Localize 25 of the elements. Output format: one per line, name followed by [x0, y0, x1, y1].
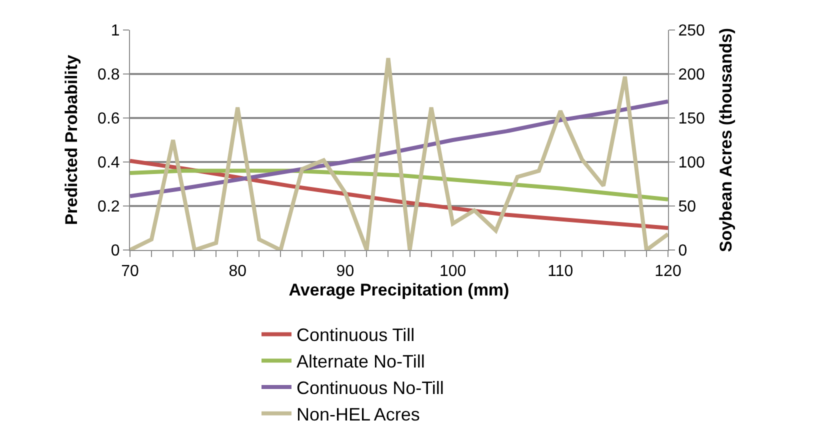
legend-label: Alternate No-Till: [296, 352, 425, 372]
y-tick-label: 0: [110, 242, 120, 260]
x-tick-label: 120: [654, 263, 682, 280]
x-axis-title: Average Precipitation (mm): [288, 280, 510, 300]
y2-tick-label: 200: [678, 66, 705, 84]
y-tick-label: 0.2: [98, 198, 120, 216]
y-tick-label: 0.6: [98, 110, 120, 128]
y2-tick-label: 0: [678, 242, 688, 260]
y2-tick-label: 150: [678, 110, 705, 128]
y-tick-label: 0.4: [98, 154, 120, 172]
y-tick-label: 0.8: [98, 66, 120, 84]
y-axis-title: Predicted Probability: [62, 54, 82, 226]
legend-label: Continuous No-Till: [296, 378, 444, 398]
x-tick-label: 80: [228, 263, 247, 280]
x-tick-label: 90: [336, 263, 354, 280]
y2-axis-title: Soybean Acres (thousands): [716, 28, 736, 252]
legend-label: Continuous Till: [296, 325, 415, 346]
legend-label: Non-HEL Acres: [296, 404, 420, 424]
y2-tick-label: 250: [678, 22, 705, 40]
x-tick-label: 70: [121, 263, 139, 280]
x-tick-label: 110: [548, 263, 574, 280]
y2-tick-label: 100: [678, 154, 705, 172]
y-tick-label: 1: [110, 22, 120, 40]
x-tick-label: 100: [439, 263, 466, 280]
y2-tick-label: 50: [678, 198, 696, 216]
